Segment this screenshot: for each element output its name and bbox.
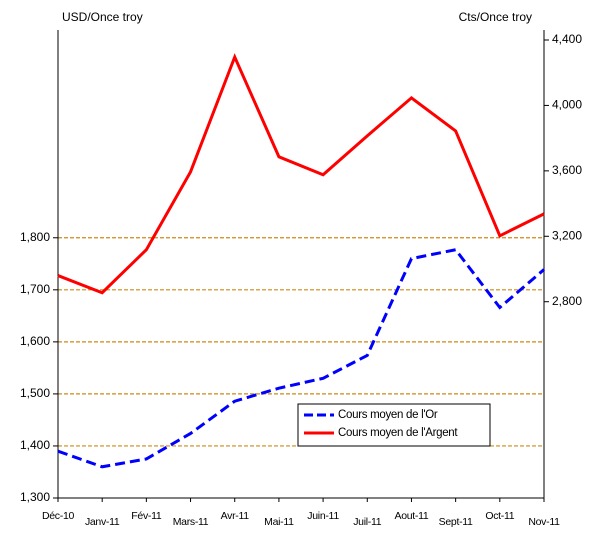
x-tick-label: Mai-11 — [264, 516, 294, 528]
y-tick-label: 1,700 — [20, 282, 50, 296]
y-tick-label: 1,600 — [20, 334, 50, 348]
legend-box — [297, 403, 491, 447]
y-tick-label: 1,800 — [20, 230, 50, 244]
x-tick-label: Juil-11 — [353, 516, 382, 528]
x-tick-label: Juin-11 — [307, 510, 339, 522]
legend-label: Cours moyen de l'Argent — [338, 427, 458, 439]
line-series — [57, 53, 545, 295]
x-tick-label: Aout-11 — [395, 510, 429, 522]
x-tick-label: Mars-11 — [173, 516, 209, 528]
y-tick-label: 1,300 — [20, 490, 50, 504]
x-tick-label: Oct-11 — [485, 510, 514, 522]
y-axis-title: USD/Once troy — [62, 10, 143, 24]
x-tick-label: Sept-11 — [439, 516, 473, 528]
x-tick-label: Fév-11 — [131, 510, 162, 522]
y2-axis-title: Cts/Once troy — [459, 10, 532, 24]
x-tick-label: Déc-10 — [42, 510, 75, 522]
y2-tick-label: 3,600 — [552, 163, 582, 177]
legend-label: Cours moyen de l'Or — [338, 409, 438, 421]
x-tick-label: Janv-11 — [85, 516, 120, 528]
line-series — [57, 248, 545, 469]
y2-tick-label: 2,800 — [552, 294, 582, 308]
y-tick-label: 1,400 — [20, 438, 50, 452]
x-tick-label: Avr-11 — [221, 510, 250, 522]
x-tick-label: Nov-11 — [528, 516, 560, 528]
y2-tick-label: 3,200 — [552, 228, 582, 242]
y2-tick-label: 4,000 — [552, 98, 582, 112]
y-tick-label: 1,500 — [20, 386, 50, 400]
y2-tick-label: 4,400 — [552, 32, 582, 46]
